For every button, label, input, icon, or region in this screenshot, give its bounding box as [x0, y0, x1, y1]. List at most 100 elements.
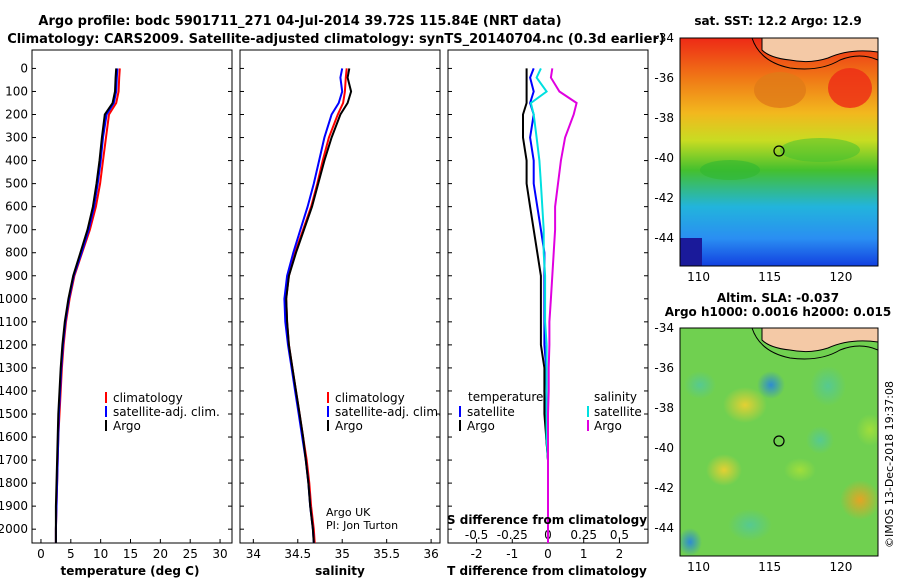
map-y-tick-label: -44 [654, 521, 674, 535]
depth-axis: 0 100 200 300 400 500 600 700 800 900 1000 1100 1200… [0, 61, 28, 536]
sla-map [680, 328, 878, 556]
x-tick-label: 34.5 [284, 547, 311, 561]
series-line [54, 68, 118, 543]
depth-tick-label: 1500 [0, 407, 28, 421]
difference-plot: -2 -1 0 1 2-0.5 -0.25 0 0.25 0.5 [448, 67, 648, 561]
series-line [283, 68, 344, 544]
salinity-legend: climatology satellite-adj. clim. Argo Ar… [326, 391, 442, 532]
series-line [529, 67, 549, 543]
x-tick-label: 0 [544, 547, 552, 561]
sla-patch [784, 458, 816, 482]
depth-tick-label: 1700 [0, 453, 28, 467]
x-tick-label: 1 [580, 547, 588, 561]
x-tick-label: 35 [335, 547, 350, 561]
series-line [285, 68, 348, 544]
map-y-tick-label: -34 [654, 321, 674, 335]
map-y-tick-label: -40 [654, 441, 674, 455]
x2-tick-label: 0.25 [570, 528, 597, 542]
sla-map-frame [679, 327, 879, 557]
x-tick-label: -2 [471, 547, 483, 561]
salinity-xlabel: salinity [315, 564, 365, 578]
x-tick-label: 35.5 [373, 547, 400, 561]
x-tick-label: 20 [153, 547, 168, 561]
sst-map-frame [679, 37, 879, 267]
temperature-panel-frame [31, 49, 233, 544]
legend-label-t-argo: Argo [467, 419, 495, 433]
sst-warm-patch [828, 68, 872, 108]
temperature-plot: 0 5 10 15 20 25 30 [32, 67, 232, 561]
annotation-pi: PI: Jon Turton [326, 519, 398, 532]
x-tick-label: 5 [67, 547, 75, 561]
sla-map-title-2: Argo h1000: 0.0016 h2000: 0.015 [665, 305, 892, 319]
legend-label-argo: Argo [113, 419, 141, 433]
legend-label-climatology: climatology [335, 391, 405, 405]
sla-low-patch [810, 366, 846, 406]
x2-tick-label: -0.5 [465, 528, 488, 542]
s-difference-xlabel: S difference from climatology [447, 513, 647, 527]
x-tick-label: 0 [37, 547, 45, 561]
x-tick-label: -1 [506, 547, 518, 561]
imos-credit: ©IMOS 13-Dec-2018 19:37:08 [883, 381, 896, 548]
depth-tick-label: 200 [5, 108, 28, 122]
depth-tick-label: 600 [5, 200, 28, 214]
map-y-tick-label: -40 [654, 151, 674, 165]
legend-title-temperature: temperature [468, 390, 543, 404]
sst-green-patch [780, 138, 860, 162]
depth-tick-label: 1000 [0, 292, 28, 306]
depth-tick-label: 900 [5, 269, 28, 283]
map-y-tick-label: -38 [654, 401, 674, 415]
title-line-1: Argo profile: bodc 5901711_271 04-Jul-20… [38, 14, 561, 29]
sla-high-patch [840, 480, 878, 520]
argo-location-marker [773, 145, 785, 157]
sla-field [680, 328, 878, 556]
map-x-tick-label: 120 [830, 560, 853, 574]
map-y-tick-label: -36 [654, 361, 674, 375]
series-line [54, 68, 121, 543]
x-tick-label: 10 [93, 547, 108, 561]
depth-tick-label: 700 [5, 223, 28, 237]
sla-high-patch [723, 387, 767, 423]
map-y-tick-label: -42 [654, 481, 674, 495]
legend-label-satellite: satellite-adj. clim. [113, 405, 220, 419]
argo-location-marker [773, 435, 785, 447]
series-line [54, 68, 119, 543]
sla-patch [856, 414, 878, 446]
depth-tick-label: 1900 [0, 499, 28, 513]
depth-tick-label: 800 [5, 246, 28, 260]
depth-tick-label: 500 [5, 177, 28, 191]
difference-xlabel: T difference from climatology [447, 564, 647, 578]
sst-map-axes: -34 -36 -38 -40 -42 -44 110 115 120 [654, 31, 852, 284]
sst-green-patch [700, 160, 760, 180]
x-tick-label: 34 [246, 547, 261, 561]
sla-low-patch [684, 371, 716, 399]
sla-map-axes: -34 -36 -38 -40 -42 -44 110 115 120 [654, 321, 852, 574]
sla-low-patch [680, 528, 702, 556]
sst-map-title: sat. SST: 12.2 Argo: 12.9 [694, 14, 861, 28]
map-y-tick-label: -34 [654, 31, 674, 45]
depth-tick-label: 400 [5, 154, 28, 168]
x-tick-label: 15 [123, 547, 138, 561]
map-y-tick-label: -44 [654, 231, 674, 245]
depth-tick-label: 0 [20, 61, 28, 75]
series-line [547, 68, 578, 543]
x-tick-label: 30 [212, 547, 227, 561]
map-x-tick-label: 115 [758, 270, 781, 284]
depth-tick-label: 1400 [0, 384, 28, 398]
difference-legend: temperature satellite Argo salinity sate… [459, 390, 642, 433]
map-x-tick-label: 115 [758, 560, 781, 574]
temperature-legend: climatology satellite-adj. clim. Argo [105, 391, 220, 433]
map-x-tick-label: 110 [687, 270, 710, 284]
depth-tick-label: 1600 [0, 430, 28, 444]
x-tick-label: 25 [183, 547, 198, 561]
depth-tick-label: 1100 [0, 315, 28, 329]
depth-contour [751, 38, 878, 70]
depth-contour [751, 328, 878, 360]
map-x-tick-label: 120 [830, 270, 853, 284]
x-tick-label: 36 [423, 547, 438, 561]
depth-tick-label: 1800 [0, 476, 28, 490]
sst-warm-patch [754, 72, 806, 108]
sst-deep-patch [680, 238, 702, 266]
depth-tick-label: 1200 [0, 338, 28, 352]
series-line [285, 68, 353, 544]
